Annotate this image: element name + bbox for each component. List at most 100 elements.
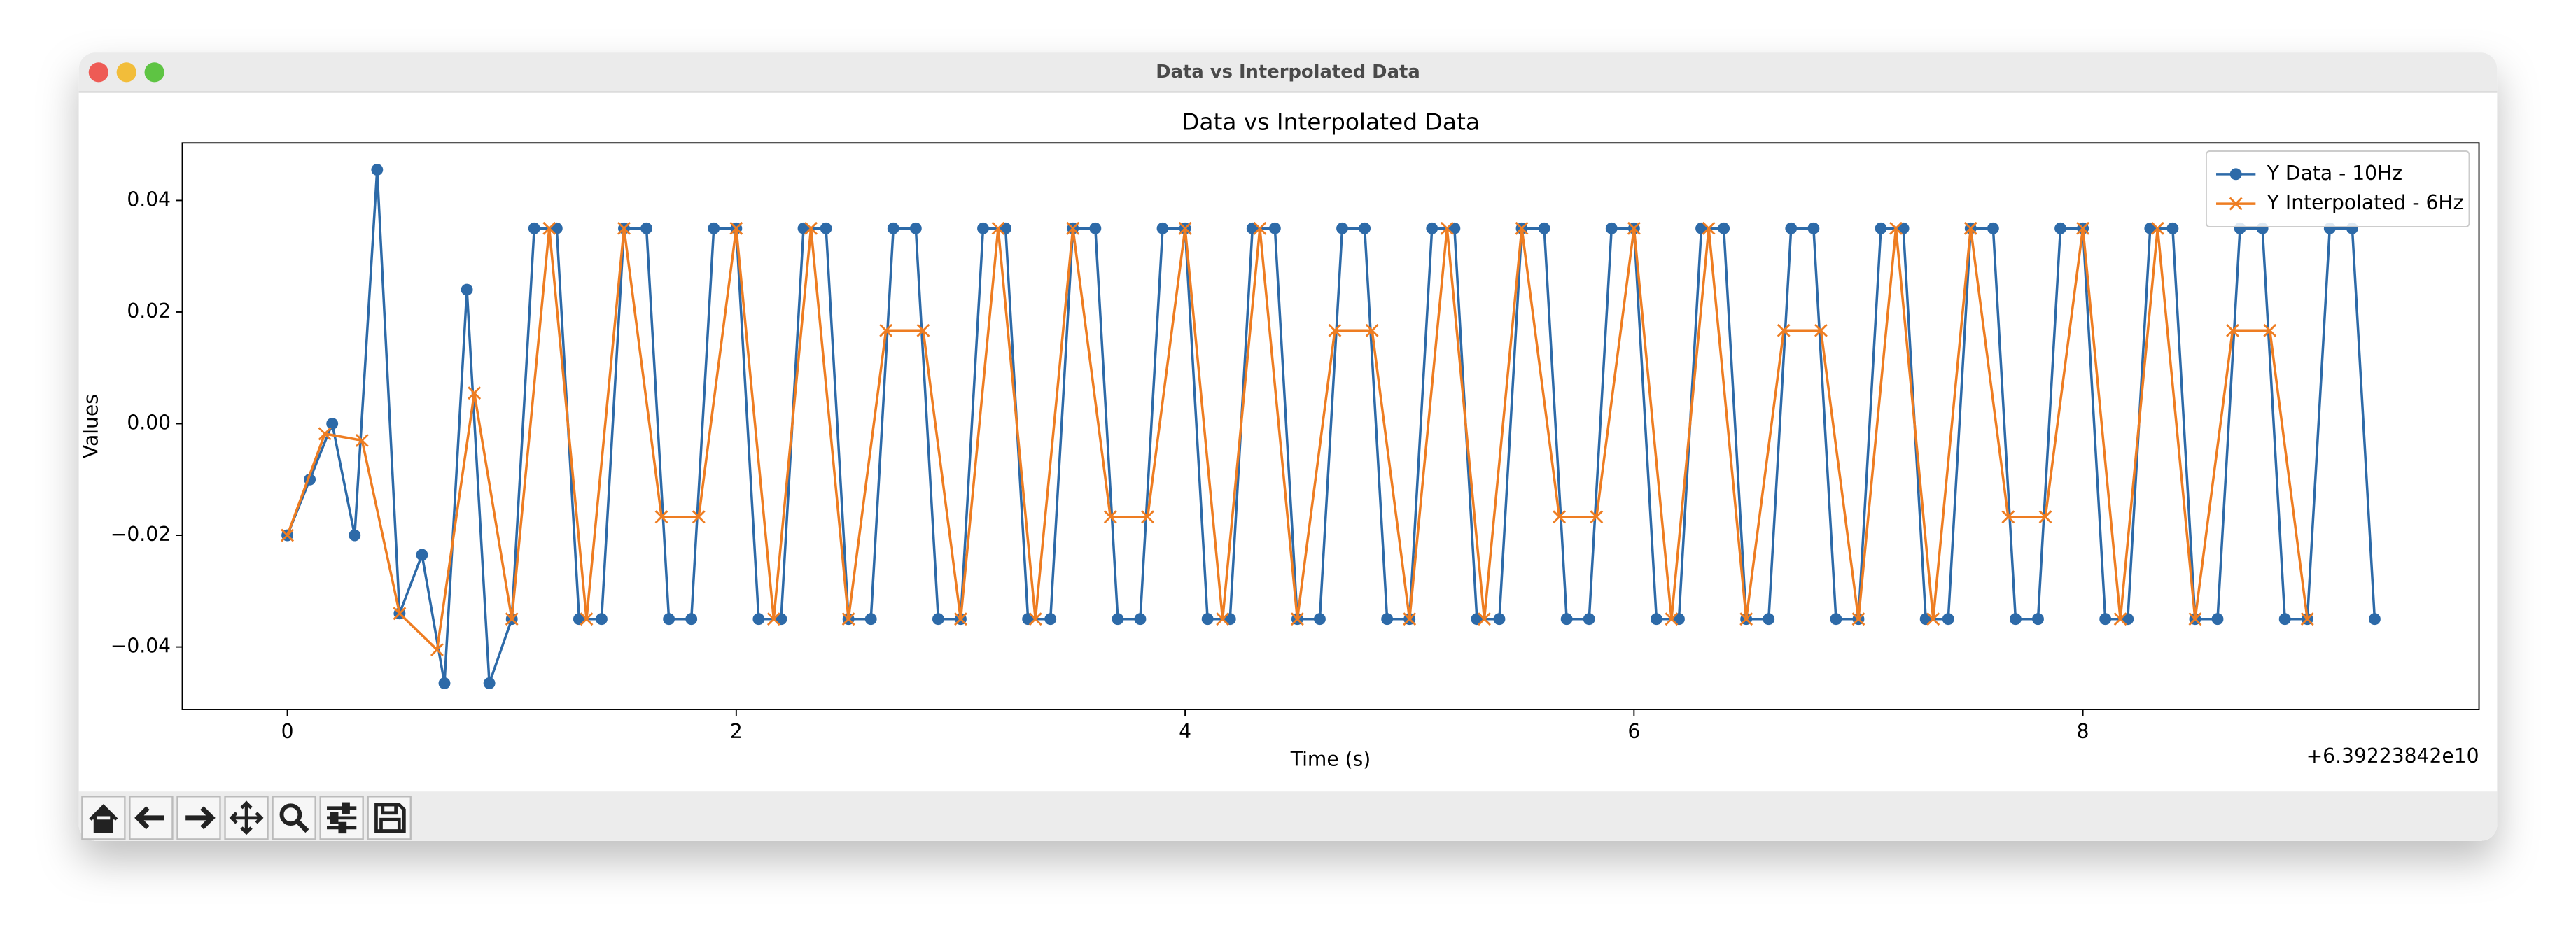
data-point [2226,323,2239,337]
data-point [954,612,967,626]
data-point [1381,613,1394,626]
data-point [797,222,810,234]
y-tick-label: −0.04 [111,635,171,658]
legend-marker [2230,168,2242,181]
data-point [281,528,295,542]
data-point [692,510,706,524]
y-tick-label: −0.02 [111,523,171,546]
axes-frame [181,142,2480,710]
data-point [879,323,893,337]
data-point [1942,613,1954,626]
y-tick-label: 0.04 [127,188,171,211]
data-point [1830,613,1842,626]
data-point [1253,221,1267,235]
forward-button[interactable] [176,796,221,840]
data-point [1650,613,1662,626]
data-point [640,222,653,234]
data-point [355,434,369,447]
data-point [550,222,563,234]
data-point [887,222,899,234]
data-point [1493,613,1506,626]
data-point [991,221,1005,235]
data-point [1926,612,1940,626]
data-point [2113,612,2127,626]
zoom-rect-button[interactable] [272,796,316,840]
minimize-button[interactable] [116,62,136,83]
data-point [1268,222,1281,234]
data-point [1201,613,1214,626]
data-point [2001,510,2015,524]
data-point [1448,222,1461,234]
data-point [1814,323,1828,337]
close-button[interactable] [88,62,108,83]
data-point [1538,222,1550,234]
data-point [2099,613,2112,626]
data-point [1560,613,1573,626]
data-point [1359,222,1371,234]
data-point [2122,613,2134,626]
data-point [1553,510,1567,524]
data-point [1785,222,1798,234]
data-point [2263,323,2277,337]
data-point [909,222,922,234]
data-point [1103,510,1117,524]
data-point [1028,612,1042,626]
data-point [1178,221,1192,235]
data-point [729,221,743,235]
data-point [1022,613,1035,626]
data-point [820,222,832,234]
data-point [2278,613,2291,626]
data-point [617,221,631,235]
data-point [916,323,930,337]
data-point [1851,612,1865,626]
data-point [654,510,668,524]
zoom-button[interactable] [144,62,164,83]
data-point [438,677,451,689]
data-point [318,427,332,441]
data-point [752,613,765,626]
data-point [864,613,877,626]
data-point [483,677,496,689]
data-point [1673,613,1685,626]
back-button[interactable] [129,796,174,840]
toolbar-buttons [81,796,412,840]
x-offset-label: +6.39223842e10 [2306,744,2479,768]
legend-label: Y Interpolated - 6Hz [2267,191,2464,214]
data-point [505,612,519,626]
data-point [2368,613,2381,626]
data-point [932,613,944,626]
title-bar [78,52,2498,92]
data-point [804,221,818,235]
data-point [663,613,676,626]
data-point [1875,222,1887,234]
data-point [1740,612,1754,626]
data-point [580,612,594,626]
data-point [596,613,608,626]
save-button[interactable] [367,796,412,840]
data-point [2166,222,2179,234]
data-point [1440,221,1454,235]
home-button[interactable] [81,796,126,840]
data-point [1478,612,1491,626]
data-point [1216,612,1230,626]
data-point [1112,613,1124,626]
data-point [1141,510,1154,524]
data-point [1134,613,1147,626]
figure: Data vs Interpolated Data Time (s) +6.3922… [79,109,2480,771]
data-point [416,549,428,561]
x-tick-label: 0 [281,720,294,743]
x-tick-label: 2 [730,720,743,743]
data-point [685,613,698,626]
pan-button[interactable] [224,796,269,840]
data-point [542,221,556,235]
data-point [1044,613,1057,626]
data-point [1471,613,1483,626]
configure-button[interactable] [319,796,364,840]
data-point [349,529,361,542]
data-point [1246,222,1259,234]
data-point [1336,222,1348,234]
data-point [1290,612,1304,626]
legend-box [2206,150,2470,227]
data-point [468,386,482,400]
data-point [1224,613,1236,626]
